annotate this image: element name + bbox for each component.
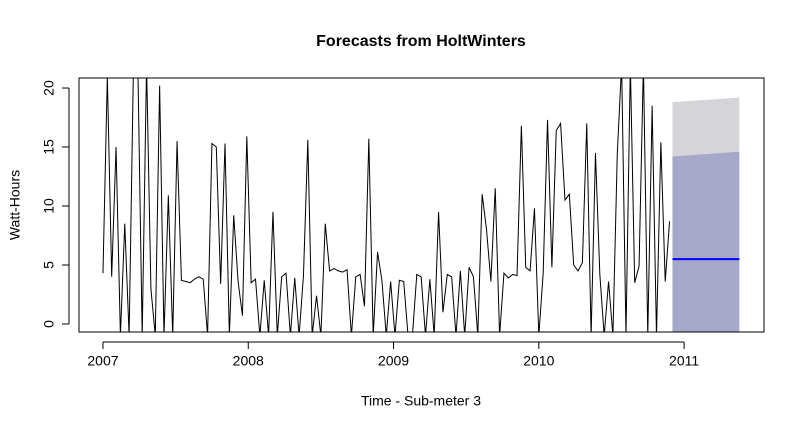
plot-frame (78, 77, 765, 333)
x-tick-label: 2010 (523, 353, 554, 369)
y-tick-label: 0 (41, 320, 57, 328)
x-tick-label: 2008 (233, 353, 264, 369)
x-tick-label: 2011 (669, 353, 699, 369)
y-axis-label: Watt-Hours (7, 170, 23, 240)
x-tick-label: 2009 (378, 353, 409, 369)
plot-area (102, 78, 740, 332)
y-tick-label: 5 (41, 261, 57, 269)
band-80 (672, 151, 740, 332)
y-tick-label: 10 (41, 198, 57, 214)
x-tick-label: 2007 (87, 353, 118, 369)
chart-title: Forecasts from HoltWinters (316, 33, 526, 50)
y-tick-label: 20 (41, 80, 57, 96)
y-tick-label: 15 (41, 139, 57, 155)
x-axis-label: Time - Sub-meter 3 (361, 393, 481, 409)
series-line (102, 78, 671, 332)
